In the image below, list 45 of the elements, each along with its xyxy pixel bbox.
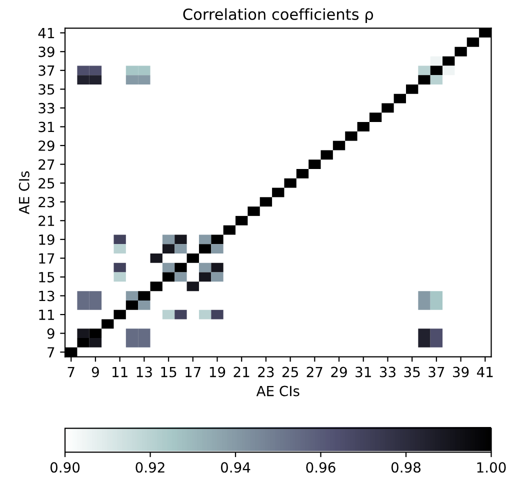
color-bar-label: 1.00	[477, 462, 506, 473]
y-tick-label: 35	[38, 84, 54, 95]
y-tick-label: 11	[39, 310, 54, 320]
x-tick-label: 15	[161, 366, 176, 378]
y-tick-label: 17	[39, 253, 54, 264]
y-tick-label: 13	[39, 290, 54, 302]
x-tick-label: 37	[428, 366, 444, 378]
y-tick-label: 31	[38, 122, 54, 132]
color-bar-label: 0.90	[50, 462, 80, 473]
x-tick-label: 35	[404, 366, 420, 378]
y-tick-label: 37	[38, 65, 54, 76]
x-tick-label: 7	[68, 366, 74, 378]
y-tick-label: 27	[38, 159, 54, 170]
y-tick-label: 15	[39, 272, 54, 282]
x-tick-label: 23	[258, 366, 274, 378]
x-tick-label: 13	[136, 366, 152, 378]
color-bar-label: 0.92	[136, 462, 164, 473]
y-tick-label: 21	[38, 216, 54, 226]
x-tick-label: 17	[186, 366, 201, 378]
color-bar-label: 0.98	[391, 462, 421, 473]
y-tick-label: 33	[38, 102, 54, 114]
x-tick-label: 11	[112, 366, 128, 378]
y-tick-label: 41	[38, 28, 54, 38]
x-tick-label: 31	[356, 366, 371, 378]
y-tick-label: 25	[38, 178, 54, 189]
x-tick-label: 19	[210, 366, 226, 378]
chart-title: Correlation coefficients ρ	[183, 8, 374, 23]
x-tick-label: 25	[282, 366, 298, 378]
y-tick-label: 29	[38, 140, 54, 151]
x-tick-label: 33	[380, 366, 396, 378]
y-tick-label: 9	[47, 328, 54, 339]
y-tick-label: 39	[38, 46, 54, 58]
color-bar-label: 0.94	[220, 462, 250, 473]
x-tick-label: 21	[234, 366, 250, 378]
y-tick-label: 19	[39, 234, 54, 245]
x-tick-label: 41	[476, 366, 493, 378]
x-tick-label: 9	[92, 366, 99, 378]
y-axis-title: AE CIs	[18, 171, 30, 214]
x-tick-label: 29	[331, 366, 347, 378]
color-bar-label: 0.96	[306, 462, 336, 473]
x-tick-label: 39	[453, 366, 469, 378]
y-tick-label: 7	[48, 347, 54, 358]
x-axis-title: AE CIs	[256, 386, 300, 396]
y-tick-label: 23	[38, 196, 54, 208]
x-tick-label: 27	[306, 366, 322, 378]
